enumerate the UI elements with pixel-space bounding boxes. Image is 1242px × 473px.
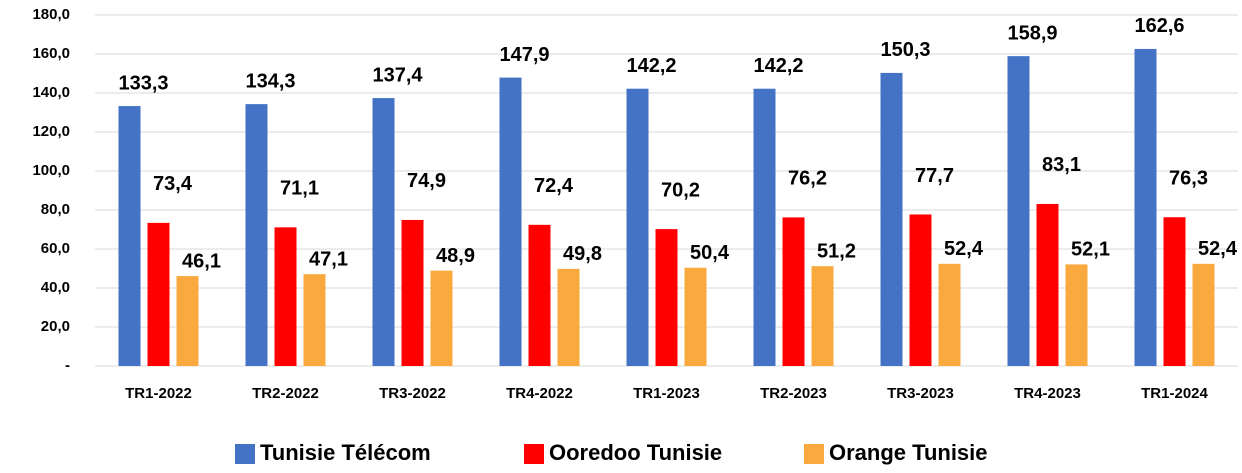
data-label: 52,4 (1198, 238, 1238, 260)
y-tick-label: 80,0 (41, 201, 70, 218)
bar (782, 217, 805, 366)
bar (938, 263, 961, 366)
x-tick-label: TR4-2023 (1014, 385, 1081, 402)
bar (1065, 264, 1088, 366)
data-label: 49,8 (563, 243, 602, 265)
x-tick-label: TR1-2024 (1141, 385, 1208, 402)
legend-label: Orange Tunisie (829, 440, 988, 465)
bar (1007, 56, 1030, 367)
data-label: 51,2 (817, 240, 856, 262)
bar (1134, 48, 1157, 367)
y-tick-label: - (65, 357, 70, 374)
data-label: 46,1 (182, 250, 221, 272)
data-label: 72,4 (534, 175, 574, 197)
bar (303, 274, 326, 366)
data-label: 70,2 (661, 179, 700, 201)
data-label: 74,9 (407, 170, 446, 192)
data-label: 142,2 (626, 55, 676, 77)
data-label: 133,3 (118, 72, 168, 94)
data-label: 76,3 (1169, 167, 1208, 189)
data-label: 147,9 (499, 44, 549, 66)
bar (880, 72, 903, 366)
x-tick-label: TR3-2023 (887, 385, 954, 402)
y-tick-label: 160,0 (32, 45, 70, 62)
data-label: 71,1 (280, 178, 319, 200)
data-label: 73,4 (153, 173, 193, 195)
data-label: 83,1 (1042, 154, 1081, 176)
bar (655, 229, 678, 366)
bar (401, 219, 424, 366)
legend-label: Ooredoo Tunisie (549, 440, 722, 465)
bar (909, 214, 932, 366)
legend-swatch (804, 444, 824, 464)
y-tick-label: 180,0 (32, 6, 70, 23)
data-label: 150,3 (880, 39, 930, 61)
bar (176, 276, 199, 366)
bar (684, 267, 707, 366)
legend-swatch (235, 444, 255, 464)
bar (245, 104, 268, 367)
y-tick-label: 100,0 (32, 162, 70, 179)
y-tick-label: 140,0 (32, 84, 70, 101)
bar (147, 222, 170, 366)
y-tick-label: 40,0 (41, 279, 70, 296)
legend-label: Tunisie Télécom (260, 440, 431, 465)
bar (1163, 217, 1186, 366)
y-tick-label: 20,0 (41, 318, 70, 335)
bar (118, 106, 141, 366)
bar (1192, 263, 1215, 366)
bar (499, 77, 522, 366)
x-tick-label: TR4-2022 (506, 385, 573, 402)
data-label: 52,1 (1071, 239, 1110, 261)
bar (557, 268, 580, 366)
legend-swatch (524, 444, 544, 464)
data-label: 162,6 (1134, 15, 1184, 37)
x-tick-label: TR2-2022 (252, 385, 319, 402)
data-label: 77,7 (915, 165, 954, 187)
bar (753, 88, 776, 367)
data-label: 158,9 (1007, 22, 1057, 44)
bar (528, 224, 551, 366)
data-label: 76,2 (788, 168, 827, 190)
y-tick-label: 60,0 (41, 240, 70, 257)
bar (274, 227, 297, 366)
data-label: 142,2 (753, 55, 803, 77)
x-tick-label: TR2-2023 (760, 385, 827, 402)
x-tick-label: TR1-2022 (125, 385, 192, 402)
data-label: 48,9 (436, 245, 475, 267)
data-label: 134,3 (245, 70, 295, 92)
bar (626, 88, 649, 367)
y-tick-label: 120,0 (32, 123, 70, 140)
bar (811, 266, 834, 366)
x-tick-label: TR3-2022 (379, 385, 446, 402)
data-label: 137,4 (372, 64, 423, 86)
bar (372, 98, 395, 366)
x-tick-label: TR1-2023 (633, 385, 700, 402)
bar (430, 270, 453, 366)
bar (1036, 203, 1059, 366)
data-label: 47,1 (309, 248, 348, 270)
data-label: 50,4 (690, 242, 730, 264)
data-label: 52,4 (944, 238, 984, 260)
